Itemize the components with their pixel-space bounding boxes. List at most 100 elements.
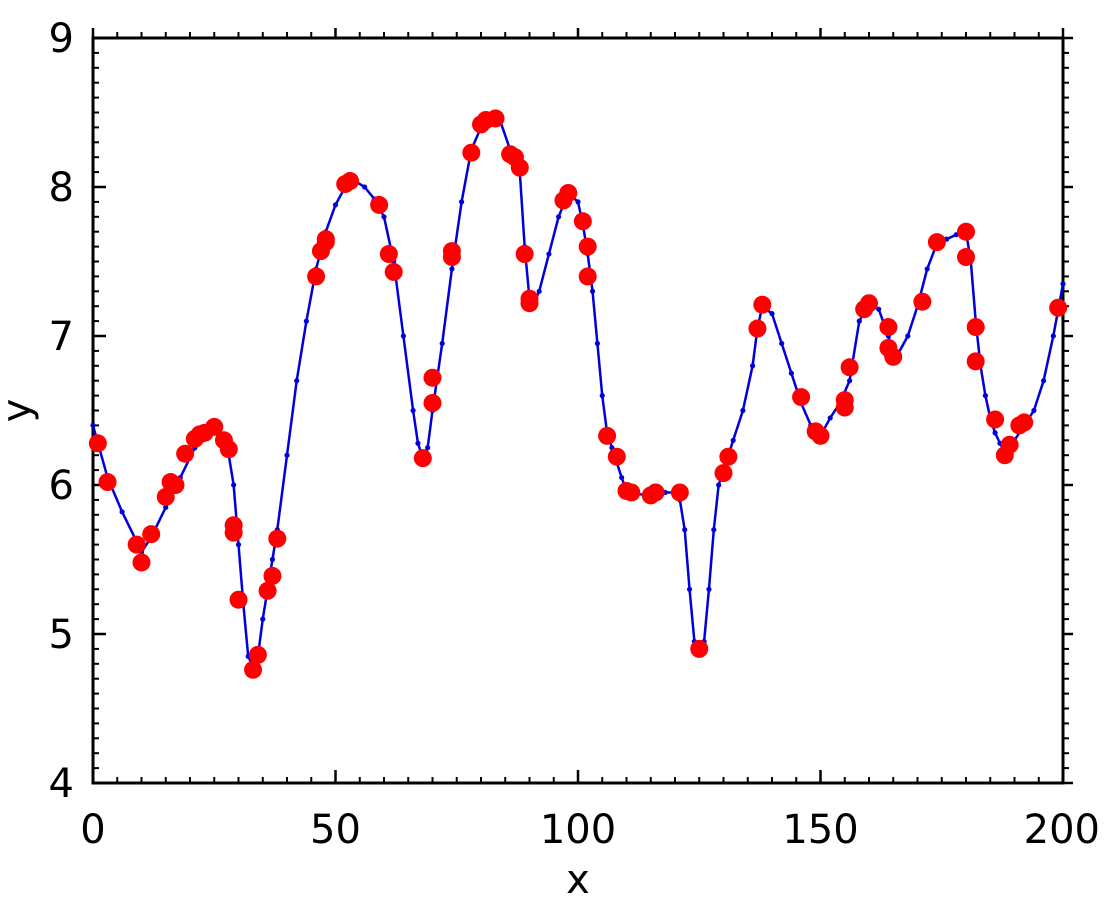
line-point <box>415 440 421 446</box>
line-point <box>449 266 455 272</box>
line-point <box>740 407 746 414</box>
line-point <box>575 199 581 205</box>
line-point <box>381 214 387 220</box>
scatter-point <box>224 523 243 542</box>
line-point <box>1050 333 1056 339</box>
line-point <box>556 214 562 220</box>
x-tick-labels: 0 50 100 150 200 <box>80 807 1100 853</box>
plot-frame <box>91 36 1065 785</box>
major-ticks <box>91 28 1073 785</box>
line-point <box>856 318 862 324</box>
line-point <box>260 616 266 622</box>
scatter-point <box>578 267 597 286</box>
scatter-point <box>88 434 107 453</box>
scatter-point <box>957 248 975 267</box>
scatter-point <box>423 368 442 387</box>
line-point <box>711 527 717 533</box>
y-tick-label: 6 <box>49 463 74 509</box>
scatter-point <box>578 237 597 256</box>
line-point <box>284 452 290 458</box>
line-point <box>769 311 775 317</box>
line-point <box>876 306 882 312</box>
line-point <box>410 407 416 414</box>
line-point <box>716 482 722 488</box>
line-point <box>1041 378 1047 384</box>
scatter-series <box>88 109 1068 679</box>
line-point <box>425 445 431 451</box>
scatter-point <box>423 394 442 413</box>
scatter-point <box>132 553 151 572</box>
line-point <box>905 333 911 339</box>
scatter-point <box>879 318 898 337</box>
line-point <box>619 474 625 481</box>
scatter-point <box>219 440 238 459</box>
line-point <box>400 333 406 339</box>
scatter-point <box>835 391 854 410</box>
line-point <box>730 437 736 443</box>
scatter-point <box>341 172 360 191</box>
scatter-point <box>748 319 767 338</box>
scatter-point <box>690 639 709 658</box>
line-point <box>459 199 465 205</box>
scatter-point <box>244 660 263 679</box>
scatter-point <box>263 566 282 585</box>
scatter-point <box>379 245 398 264</box>
line-point <box>1031 407 1037 414</box>
line-point <box>332 202 339 208</box>
line-point <box>686 586 693 592</box>
scatter-point <box>860 294 878 313</box>
scatter-point <box>986 410 1005 429</box>
line-point <box>982 393 989 399</box>
line-point <box>599 393 605 399</box>
scatter-point <box>142 525 161 544</box>
scatter-point <box>966 318 985 337</box>
x-tick-label: 0 <box>80 807 105 853</box>
line-point <box>788 370 795 376</box>
line-point <box>303 318 309 324</box>
line-point <box>536 288 542 294</box>
y-tick-label: 7 <box>49 314 74 360</box>
scatter-point <box>370 195 389 214</box>
scatter-point <box>316 230 335 249</box>
scatter-point <box>258 581 277 600</box>
line-point <box>924 266 930 272</box>
line-point <box>231 482 237 488</box>
scatter-point <box>884 347 903 366</box>
scatter-point <box>913 292 932 311</box>
x-axis-title: x <box>566 857 590 903</box>
scatter-point <box>966 352 985 371</box>
x-tick-label: 50 <box>310 807 361 853</box>
scatter-point <box>515 245 534 264</box>
line-point <box>594 340 601 347</box>
scatter-point <box>573 212 592 231</box>
y-axis-title: y <box>0 399 40 423</box>
line-point <box>163 504 169 510</box>
line-point <box>119 509 125 515</box>
y-tick-label: 4 <box>49 761 74 807</box>
scatter-point <box>792 388 811 407</box>
scatter-point <box>559 183 578 202</box>
minor-ticks <box>92 32 1069 784</box>
scatter-point <box>622 483 641 502</box>
scatter-point <box>1049 298 1068 317</box>
scatter-point <box>927 233 946 252</box>
scatter-point <box>607 447 626 466</box>
scatter-point <box>486 109 505 128</box>
line-point <box>750 363 756 369</box>
line-point <box>682 527 688 533</box>
line-point <box>90 422 96 428</box>
line-point <box>546 251 552 257</box>
scatter-point <box>156 487 175 506</box>
scatter-point <box>520 294 539 313</box>
line-point <box>847 378 853 384</box>
line-point <box>992 430 998 436</box>
scatter-point <box>811 426 830 445</box>
x-tick-label: 200 <box>1024 807 1100 853</box>
scatter-point <box>384 262 403 281</box>
scatter-point <box>205 417 224 436</box>
scatter-point <box>268 529 287 548</box>
scatter-point <box>176 444 195 463</box>
line-point <box>362 184 368 190</box>
scatter-point <box>670 483 689 502</box>
line-point <box>1060 281 1066 287</box>
